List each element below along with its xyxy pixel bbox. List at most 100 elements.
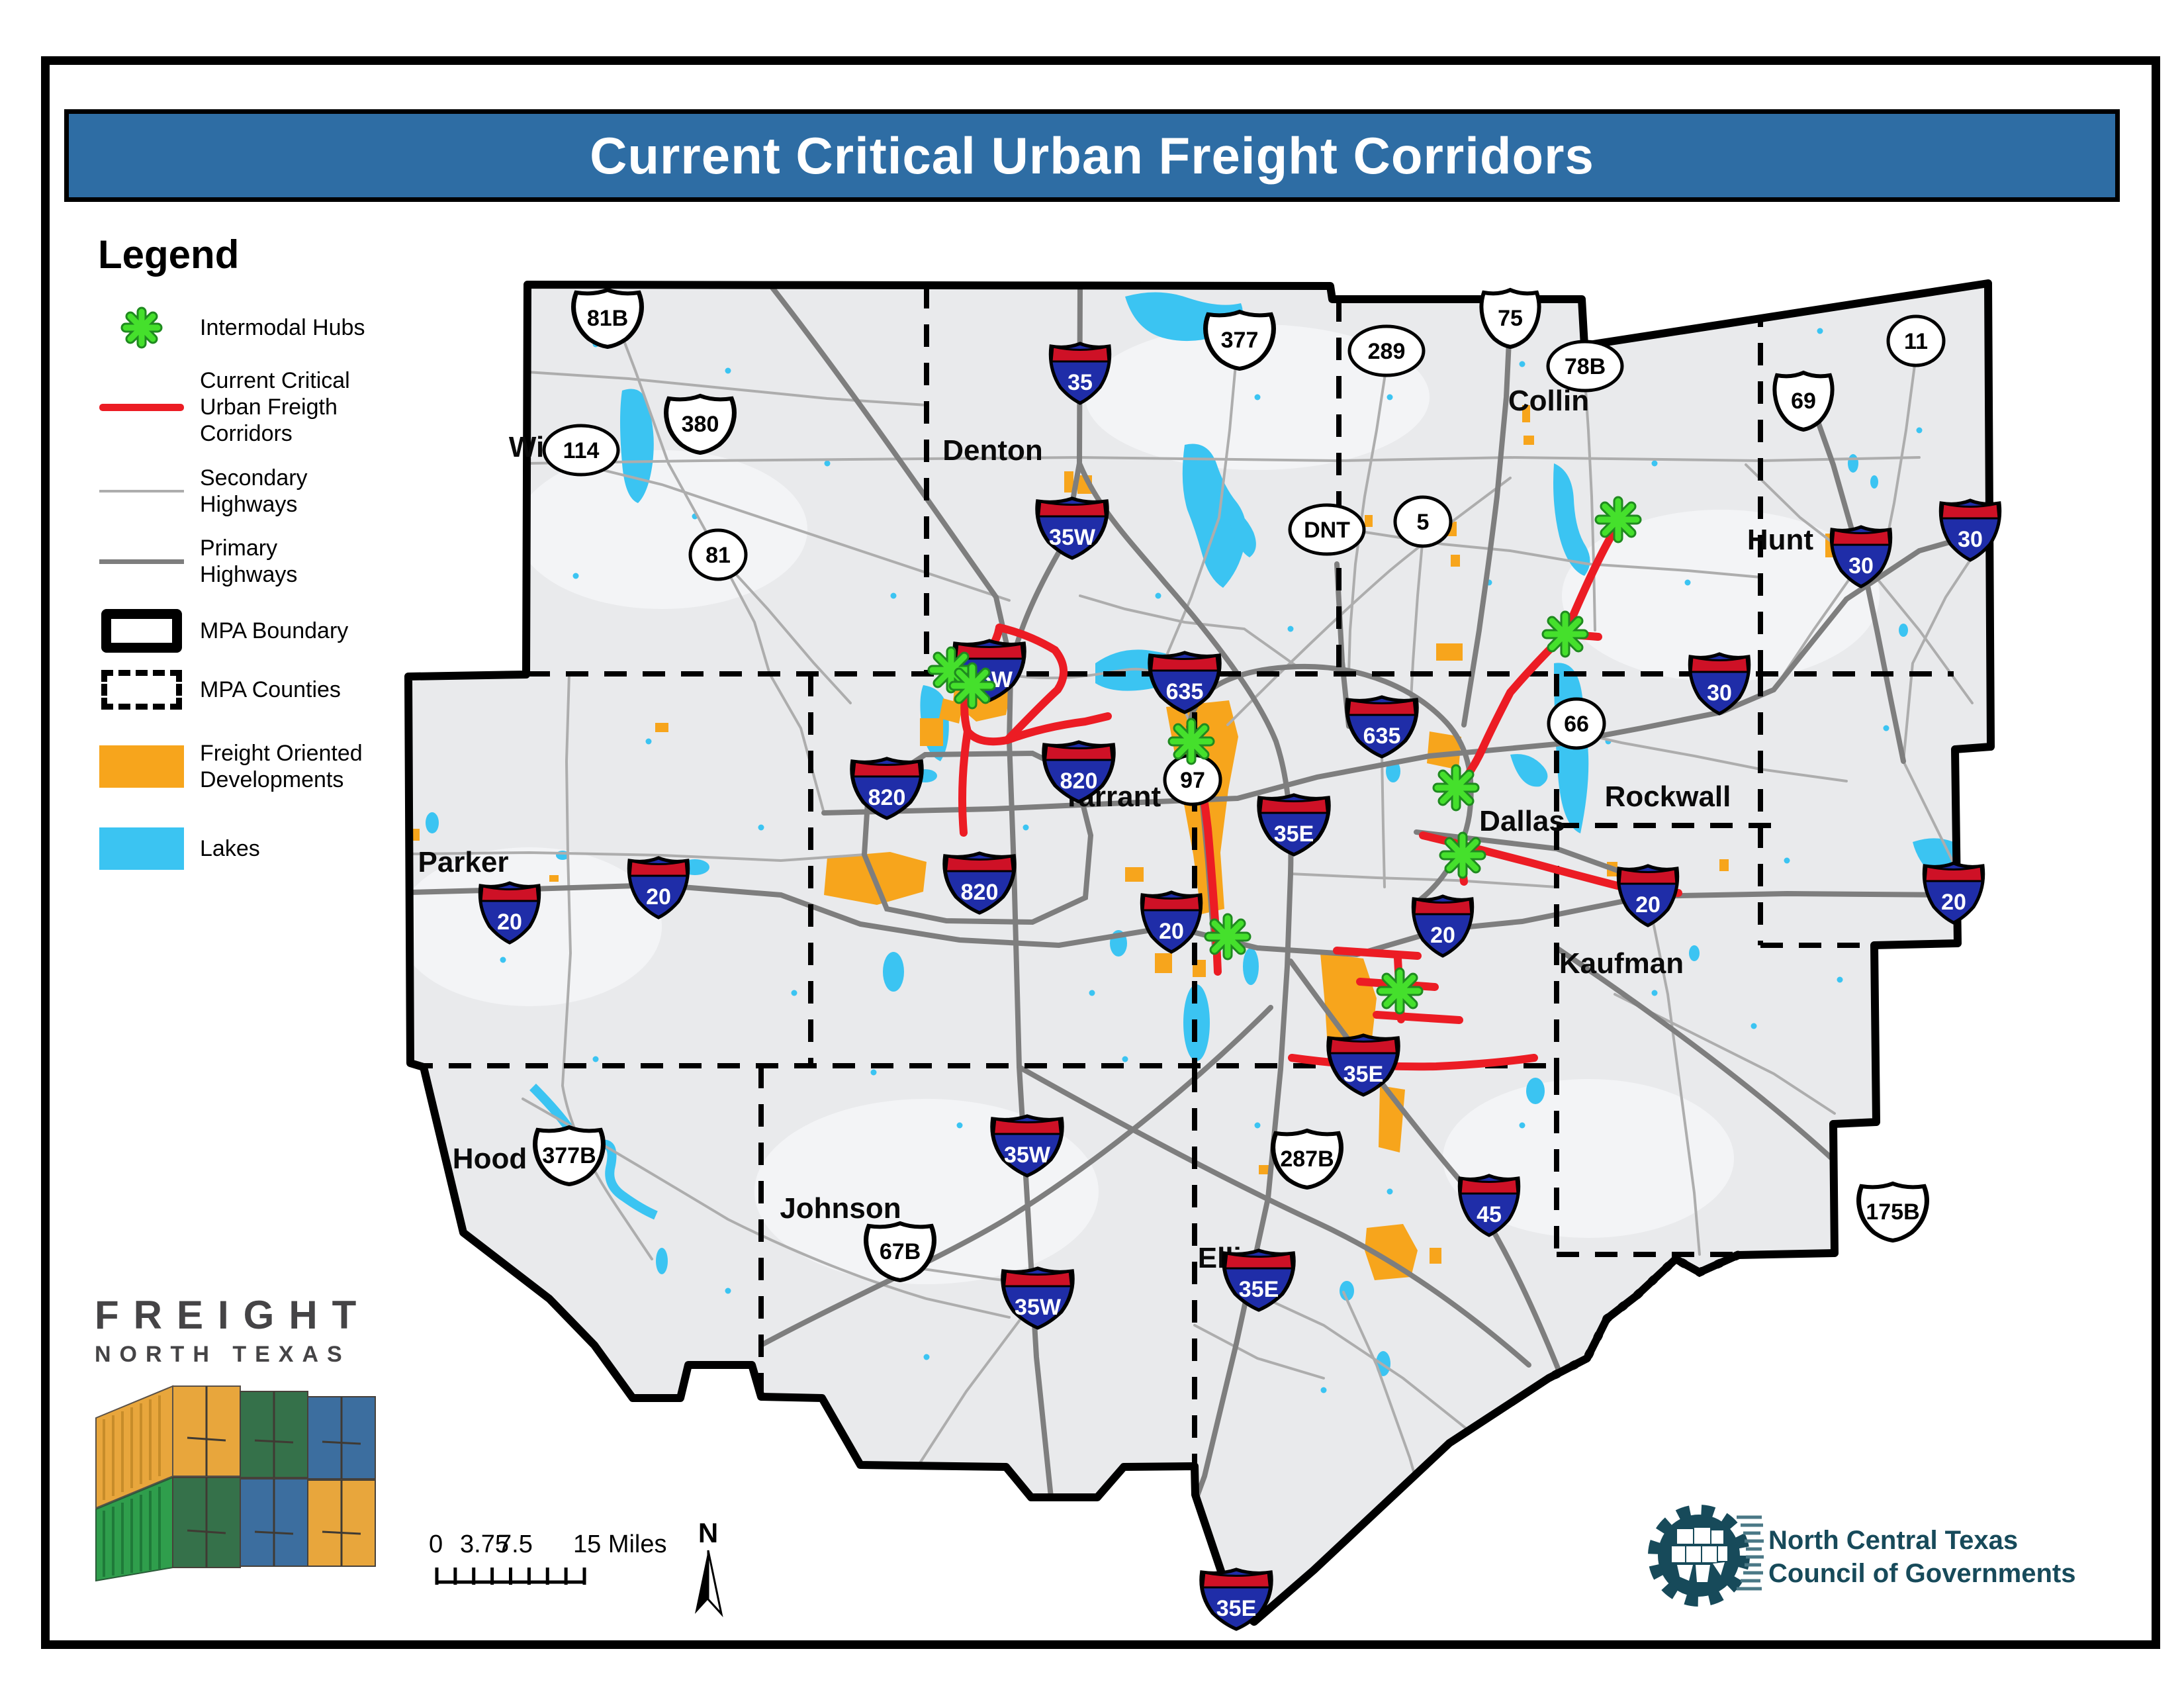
svg-text:30: 30 — [1707, 680, 1732, 706]
svg-text:635: 635 — [1363, 724, 1401, 749]
legend-label: Lakes — [200, 836, 260, 861]
svg-text:377B: 377B — [542, 1143, 596, 1168]
us-highway-shield-81B: 81B — [571, 287, 644, 350]
north-arrow: N — [675, 1516, 741, 1622]
legend-item-mpa-boundary: MPA Boundary — [98, 609, 409, 653]
intermodal-hub-marker — [1439, 831, 1486, 879]
interstate-shield-35: 35 — [1048, 342, 1112, 405]
svg-text:DNT: DNT — [1304, 518, 1350, 543]
legend-label: Secondary Highways — [200, 465, 308, 517]
legend-label: Primary Highways — [200, 536, 298, 587]
scale-bar-label: 3.75 — [460, 1530, 509, 1558]
svg-text:67B: 67B — [880, 1239, 921, 1264]
intermodal-hub-marker — [1432, 764, 1480, 812]
county-label-parker: Parker — [418, 846, 508, 878]
title-bar: Current Critical Urban Freight Corridors — [64, 109, 2120, 202]
corridor-line-icon — [98, 403, 185, 411]
interstate-shield-35E: 35E — [1326, 1033, 1400, 1097]
county-label-hunt: Hunt — [1747, 524, 1814, 556]
mpa-boundary-dotted-edge — [1544, 1250, 1743, 1383]
state-highway-shield-78B: 78B — [1546, 340, 1624, 393]
interstate-shield-35W: 35W — [990, 1114, 1064, 1178]
county-label-hood: Hood — [453, 1143, 527, 1175]
scale-bar-graphic: 0 3.757.5 15 Miles — [429, 1530, 667, 1585]
county-label-denton: Denton — [942, 434, 1043, 467]
mpa-county-boundaries — [410, 286, 1956, 1466]
svg-text:30: 30 — [1848, 553, 1874, 579]
legend-item-secondary-highways: Secondary Highways — [98, 465, 409, 518]
state-highway-shield-97: 97 — [1163, 753, 1222, 806]
legend-label: MPA Boundary — [200, 618, 349, 643]
mpa-counties-swatch-icon — [98, 670, 185, 710]
map-frame — [41, 56, 2160, 1649]
svg-text:30: 30 — [1958, 527, 1983, 552]
nctcog-name-line1: North Central Texas — [1768, 1526, 2019, 1555]
legend-label: Intermodal Hubs — [200, 315, 365, 340]
intermodal-hub-marker — [1167, 718, 1215, 765]
interstate-shield-20: 20 — [627, 856, 690, 919]
nctcog-gear-icon — [1648, 1505, 1764, 1607]
freight-logo-subtitle: NORTH TEXAS — [95, 1342, 351, 1367]
scale-bar-label: 15 Miles — [573, 1530, 667, 1558]
intermodal-hub-marker — [1204, 913, 1251, 961]
svg-text:35W: 35W — [1015, 1295, 1062, 1320]
us-highway-shield-380: 380 — [664, 393, 737, 455]
mpa-boundary — [404, 279, 1995, 1626]
interstate-shield-45: 45 — [1457, 1174, 1521, 1237]
us-highway-shield-377: 377 — [1203, 309, 1276, 371]
intermodal-hub-icon — [98, 306, 185, 350]
legend-item-mpa-counties: MPA Counties — [98, 670, 409, 710]
svg-text:35: 35 — [1068, 370, 1093, 395]
north-arrow-left-half — [695, 1550, 708, 1614]
svg-text:380: 380 — [682, 412, 719, 437]
us-highway-shield-377B: 377B — [533, 1125, 606, 1187]
svg-text:20: 20 — [1430, 923, 1455, 948]
state-highway-shield-11: 11 — [1886, 314, 1946, 367]
intermodal-hub-marker — [1376, 967, 1424, 1015]
intermodal-hub-marker — [948, 662, 996, 710]
svg-text:35E: 35E — [1239, 1277, 1279, 1302]
svg-text:66: 66 — [1564, 712, 1589, 737]
svg-text:377: 377 — [1221, 328, 1259, 353]
svg-text:20: 20 — [1635, 892, 1661, 917]
county-label-rockwall: Rockwall — [1605, 780, 1731, 813]
svg-text:35E: 35E — [1343, 1062, 1384, 1087]
interstate-shield-820: 820 — [850, 757, 924, 820]
us-highway-shield-175B: 175B — [1856, 1181, 1929, 1243]
interstate-shield-35E: 35E — [1222, 1248, 1296, 1312]
scale-bar — [417, 1523, 695, 1602]
containers-graphic — [95, 1385, 376, 1582]
svg-text:820: 820 — [1060, 769, 1098, 794]
svg-text:175B: 175B — [1866, 1199, 1919, 1225]
interstate-shield-35W: 35W — [1035, 496, 1109, 560]
svg-text:81B: 81B — [587, 306, 628, 331]
state-highway-shield-66: 66 — [1547, 697, 1606, 750]
interstate-shield-20: 20 — [1616, 864, 1680, 927]
county-label-kaufman: Kaufman — [1559, 947, 1684, 980]
svg-text:35W: 35W — [1004, 1143, 1051, 1168]
county-label-johnson: Johnson — [780, 1192, 901, 1225]
svg-text:20: 20 — [1941, 890, 1966, 915]
interstate-shield-635: 635 — [1345, 695, 1419, 759]
interstate-shield-635: 635 — [1148, 651, 1222, 714]
state-highway-shield-114: 114 — [542, 424, 620, 477]
us-highway-shield-75: 75 — [1479, 287, 1541, 350]
freight-north-texas-logo: FREIGHT NORTH TEXAS — [95, 1292, 412, 1585]
intermodal-hub-marker — [1541, 610, 1589, 658]
interstate-shield-20: 20 — [1140, 890, 1203, 954]
interstate-shield-820: 820 — [1042, 740, 1116, 804]
legend-item-primary-highways: Primary Highways — [98, 535, 409, 588]
svg-text:20: 20 — [1159, 919, 1184, 944]
svg-text:35W: 35W — [1049, 525, 1096, 550]
scale-bar-label: 0 — [429, 1530, 443, 1558]
secondary-highway-line-icon — [98, 490, 185, 492]
us-highway-shield-287B: 287B — [1271, 1128, 1343, 1190]
svg-text:20: 20 — [646, 884, 671, 910]
svg-text:11: 11 — [1904, 329, 1928, 354]
svg-text:81: 81 — [705, 543, 731, 568]
svg-text:289: 289 — [1368, 339, 1406, 364]
svg-text:78B: 78B — [1565, 354, 1606, 379]
fod-swatch-icon — [98, 745, 185, 788]
legend-item-intermodal-hubs: Intermodal Hubs — [98, 306, 409, 350]
interstate-shield-35E: 35E — [1199, 1568, 1273, 1631]
